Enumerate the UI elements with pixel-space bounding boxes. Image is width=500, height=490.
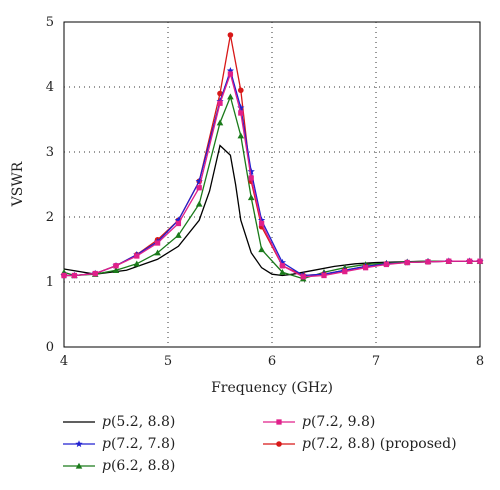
square-marker: [248, 175, 254, 181]
legend-label: (5.2, 8.8): [110, 414, 176, 430]
star-marker: [174, 216, 183, 224]
star-marker: [278, 258, 287, 266]
x-tick-label: 8: [476, 354, 484, 369]
square-marker: [466, 258, 473, 264]
plot-frame: [63, 21, 481, 348]
y-tick-label: 4: [46, 80, 54, 95]
triangle-marker: [216, 119, 224, 126]
square-marker: [279, 263, 286, 269]
series-line: [64, 71, 480, 278]
square-marker: [321, 272, 327, 279]
y-tick-label: 5: [46, 15, 54, 30]
legend-item: p (7.2, 9.8): [262, 412, 375, 432]
y-axis-label: VSWR: [10, 161, 26, 207]
y-tick-label: 0: [46, 340, 54, 355]
square-marker: [300, 274, 306, 280]
square-marker: [404, 259, 410, 266]
star-marker: [247, 167, 255, 175]
y-tick-label: 2: [46, 210, 54, 225]
square-marker: [425, 259, 431, 265]
triangle-marker: [175, 231, 182, 238]
triangle-marker: [133, 260, 141, 267]
legend-label-italic: p: [302, 436, 311, 452]
triangle-marker: [258, 246, 265, 253]
square-marker: [217, 100, 223, 106]
triangle-marker: [154, 249, 161, 256]
y-tick-label: 1: [46, 275, 54, 290]
square-marker: [71, 272, 78, 279]
x-tick-label: 7: [372, 354, 380, 369]
star-marker: [257, 216, 266, 224]
legend-label: (7.2, 9.8): [310, 414, 376, 430]
square-marker: [227, 71, 234, 77]
legend-item: p (7.2, 8.8) (proposed): [262, 434, 457, 454]
square-marker: [276, 419, 282, 425]
square-marker: [61, 272, 67, 279]
circle-marker: [217, 90, 223, 97]
star-marker: [237, 104, 245, 111]
legend-swatch: [63, 440, 95, 448]
square-marker: [477, 258, 483, 264]
square-marker: [92, 270, 98, 277]
legend-swatch: [263, 419, 295, 425]
star-marker: [226, 66, 235, 74]
circle-marker: [276, 441, 282, 447]
square-marker: [446, 258, 452, 264]
x-tick-label: 5: [164, 354, 172, 369]
square-marker: [238, 110, 244, 116]
square-marker: [113, 263, 119, 269]
legend-label-italic: p: [302, 414, 311, 430]
x-tick-label: 4: [60, 354, 68, 369]
triangle-marker: [195, 200, 203, 207]
legend-label: (7.2, 8.8) (proposed): [310, 436, 457, 452]
square-marker: [342, 268, 348, 275]
series-line: [63, 144, 480, 277]
legend-label: (6.2, 8.8): [110, 458, 176, 474]
square-marker: [258, 220, 265, 227]
legend-swatch: [63, 462, 95, 469]
star-marker: [75, 440, 83, 448]
square-marker: [196, 185, 202, 191]
legend-swatch: [63, 421, 95, 423]
legend-swatch: [263, 441, 295, 447]
circle-marker: [227, 32, 234, 38]
star-marker: [195, 177, 203, 185]
series-layer: [60, 32, 484, 282]
series-5: [61, 71, 483, 280]
triangle-marker: [75, 462, 83, 469]
square-marker: [134, 253, 140, 259]
square-marker: [383, 261, 390, 268]
x-axis-label: Frequency (GHz): [211, 380, 333, 396]
grid: [64, 22, 480, 347]
square-marker: [175, 220, 182, 227]
series-1: [63, 144, 480, 277]
legend-item: p (6.2, 8.8): [62, 456, 175, 476]
chart-area: 4 5 6 7 8 0 1 2 3 4 5 Frequency (GHz) VSWR: [10, 15, 484, 396]
triangle-marker: [279, 268, 286, 275]
legend-label-italic: p: [102, 436, 111, 452]
circle-marker: [237, 87, 244, 94]
triangle-marker: [237, 132, 245, 139]
triangle-marker: [227, 93, 234, 100]
legend-label-italic: p: [102, 458, 111, 474]
legend-item: p (7.2, 7.8): [62, 434, 175, 454]
legend-item: p (5.2, 8.8): [62, 412, 175, 432]
x-tick-label: 6: [268, 354, 276, 369]
square-marker: [362, 265, 369, 271]
triangle-marker: [112, 267, 120, 273]
legend-label: (7.2, 7.8): [110, 436, 176, 452]
legend-label-italic: p: [102, 414, 111, 430]
legend: p (5.2, 8.8) p (7.2, 7.8) p (6.2, 8.8) p (7.2, …: [62, 412, 492, 488]
triangle-marker: [247, 194, 255, 201]
y-tick-label: 3: [46, 145, 54, 160]
tick-labels: 4 5 6 7 8 0 1 2 3 4 5: [46, 15, 484, 369]
square-marker: [154, 240, 161, 246]
series-line: [64, 34, 480, 277]
